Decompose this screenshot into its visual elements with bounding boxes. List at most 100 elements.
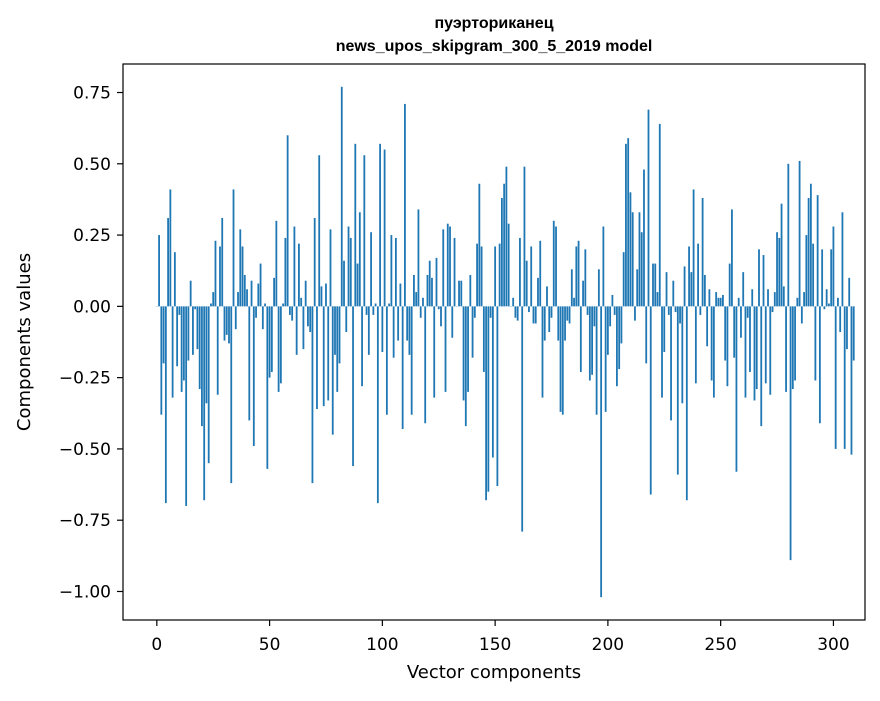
bar xyxy=(652,264,654,307)
y-tick-label: 0.50 xyxy=(73,155,111,175)
bar xyxy=(269,306,271,377)
bar xyxy=(381,306,383,352)
bar xyxy=(593,306,595,326)
bar xyxy=(478,184,480,307)
bar xyxy=(781,204,783,307)
bar xyxy=(810,184,812,307)
bar xyxy=(287,135,289,306)
bar xyxy=(600,306,602,597)
bar xyxy=(758,249,760,306)
bar xyxy=(799,161,801,306)
bar xyxy=(440,306,442,326)
bar xyxy=(636,269,638,306)
bar xyxy=(321,286,323,306)
bar xyxy=(851,306,853,454)
bar xyxy=(663,306,665,352)
bar xyxy=(271,306,273,372)
bar xyxy=(571,269,573,306)
bar xyxy=(278,306,280,392)
bar xyxy=(675,306,677,312)
bar xyxy=(165,306,167,503)
bar xyxy=(564,306,566,340)
bar xyxy=(542,306,544,397)
bar xyxy=(230,306,232,483)
bar xyxy=(819,306,821,423)
bar xyxy=(393,306,395,357)
bar xyxy=(503,184,505,307)
bar xyxy=(359,212,361,306)
bar xyxy=(422,298,424,307)
bar xyxy=(654,264,656,307)
bar xyxy=(666,272,668,306)
bar xyxy=(239,229,241,306)
bar xyxy=(496,306,498,486)
bar xyxy=(821,249,823,306)
bar xyxy=(548,306,550,332)
bar xyxy=(451,306,453,337)
bar xyxy=(266,306,268,469)
bar xyxy=(228,306,230,343)
bar xyxy=(736,306,738,471)
bar xyxy=(697,244,699,307)
bar xyxy=(842,212,844,306)
bar xyxy=(361,306,363,386)
x-tick-label: 150 xyxy=(479,635,511,655)
bar xyxy=(530,246,532,306)
bar xyxy=(526,261,528,307)
bar xyxy=(650,306,652,494)
bar xyxy=(713,306,715,397)
bar xyxy=(738,298,740,307)
bar xyxy=(395,238,397,306)
bar xyxy=(242,246,244,306)
bar xyxy=(824,306,826,309)
bar xyxy=(648,110,650,307)
bar xyxy=(215,241,217,307)
bar xyxy=(681,306,683,403)
bar xyxy=(778,238,780,306)
bar xyxy=(312,306,314,483)
bar xyxy=(661,306,663,397)
bar xyxy=(201,306,203,426)
bar xyxy=(621,306,623,343)
bar xyxy=(176,306,178,366)
bar xyxy=(639,212,641,306)
bar xyxy=(474,306,476,317)
bar xyxy=(400,284,402,307)
bar xyxy=(206,306,208,403)
bar xyxy=(429,261,431,307)
bar xyxy=(722,295,724,306)
bar xyxy=(790,306,792,560)
bar xyxy=(436,258,438,306)
bar xyxy=(720,298,722,307)
bar xyxy=(756,306,758,389)
bar xyxy=(291,306,293,320)
bar xyxy=(348,227,350,307)
bar xyxy=(627,138,629,306)
bar xyxy=(745,306,747,397)
bar xyxy=(169,189,171,306)
bar xyxy=(226,306,228,335)
bar xyxy=(833,227,835,307)
bar xyxy=(354,144,356,307)
bar xyxy=(366,306,368,315)
bar xyxy=(185,306,187,506)
bar xyxy=(501,198,503,306)
bar xyxy=(190,281,192,307)
bar xyxy=(499,244,501,307)
bar xyxy=(695,306,697,383)
bar xyxy=(303,306,305,349)
bar xyxy=(402,306,404,429)
bar xyxy=(289,306,291,315)
bar xyxy=(233,189,235,306)
bar xyxy=(221,218,223,306)
bar xyxy=(350,238,352,306)
bar xyxy=(848,278,850,307)
bar xyxy=(582,281,584,307)
bar xyxy=(708,289,710,306)
bar xyxy=(235,306,237,329)
bar xyxy=(751,289,753,306)
bar xyxy=(517,306,519,320)
bar xyxy=(826,289,828,306)
bar xyxy=(573,298,575,307)
bar xyxy=(808,198,810,306)
